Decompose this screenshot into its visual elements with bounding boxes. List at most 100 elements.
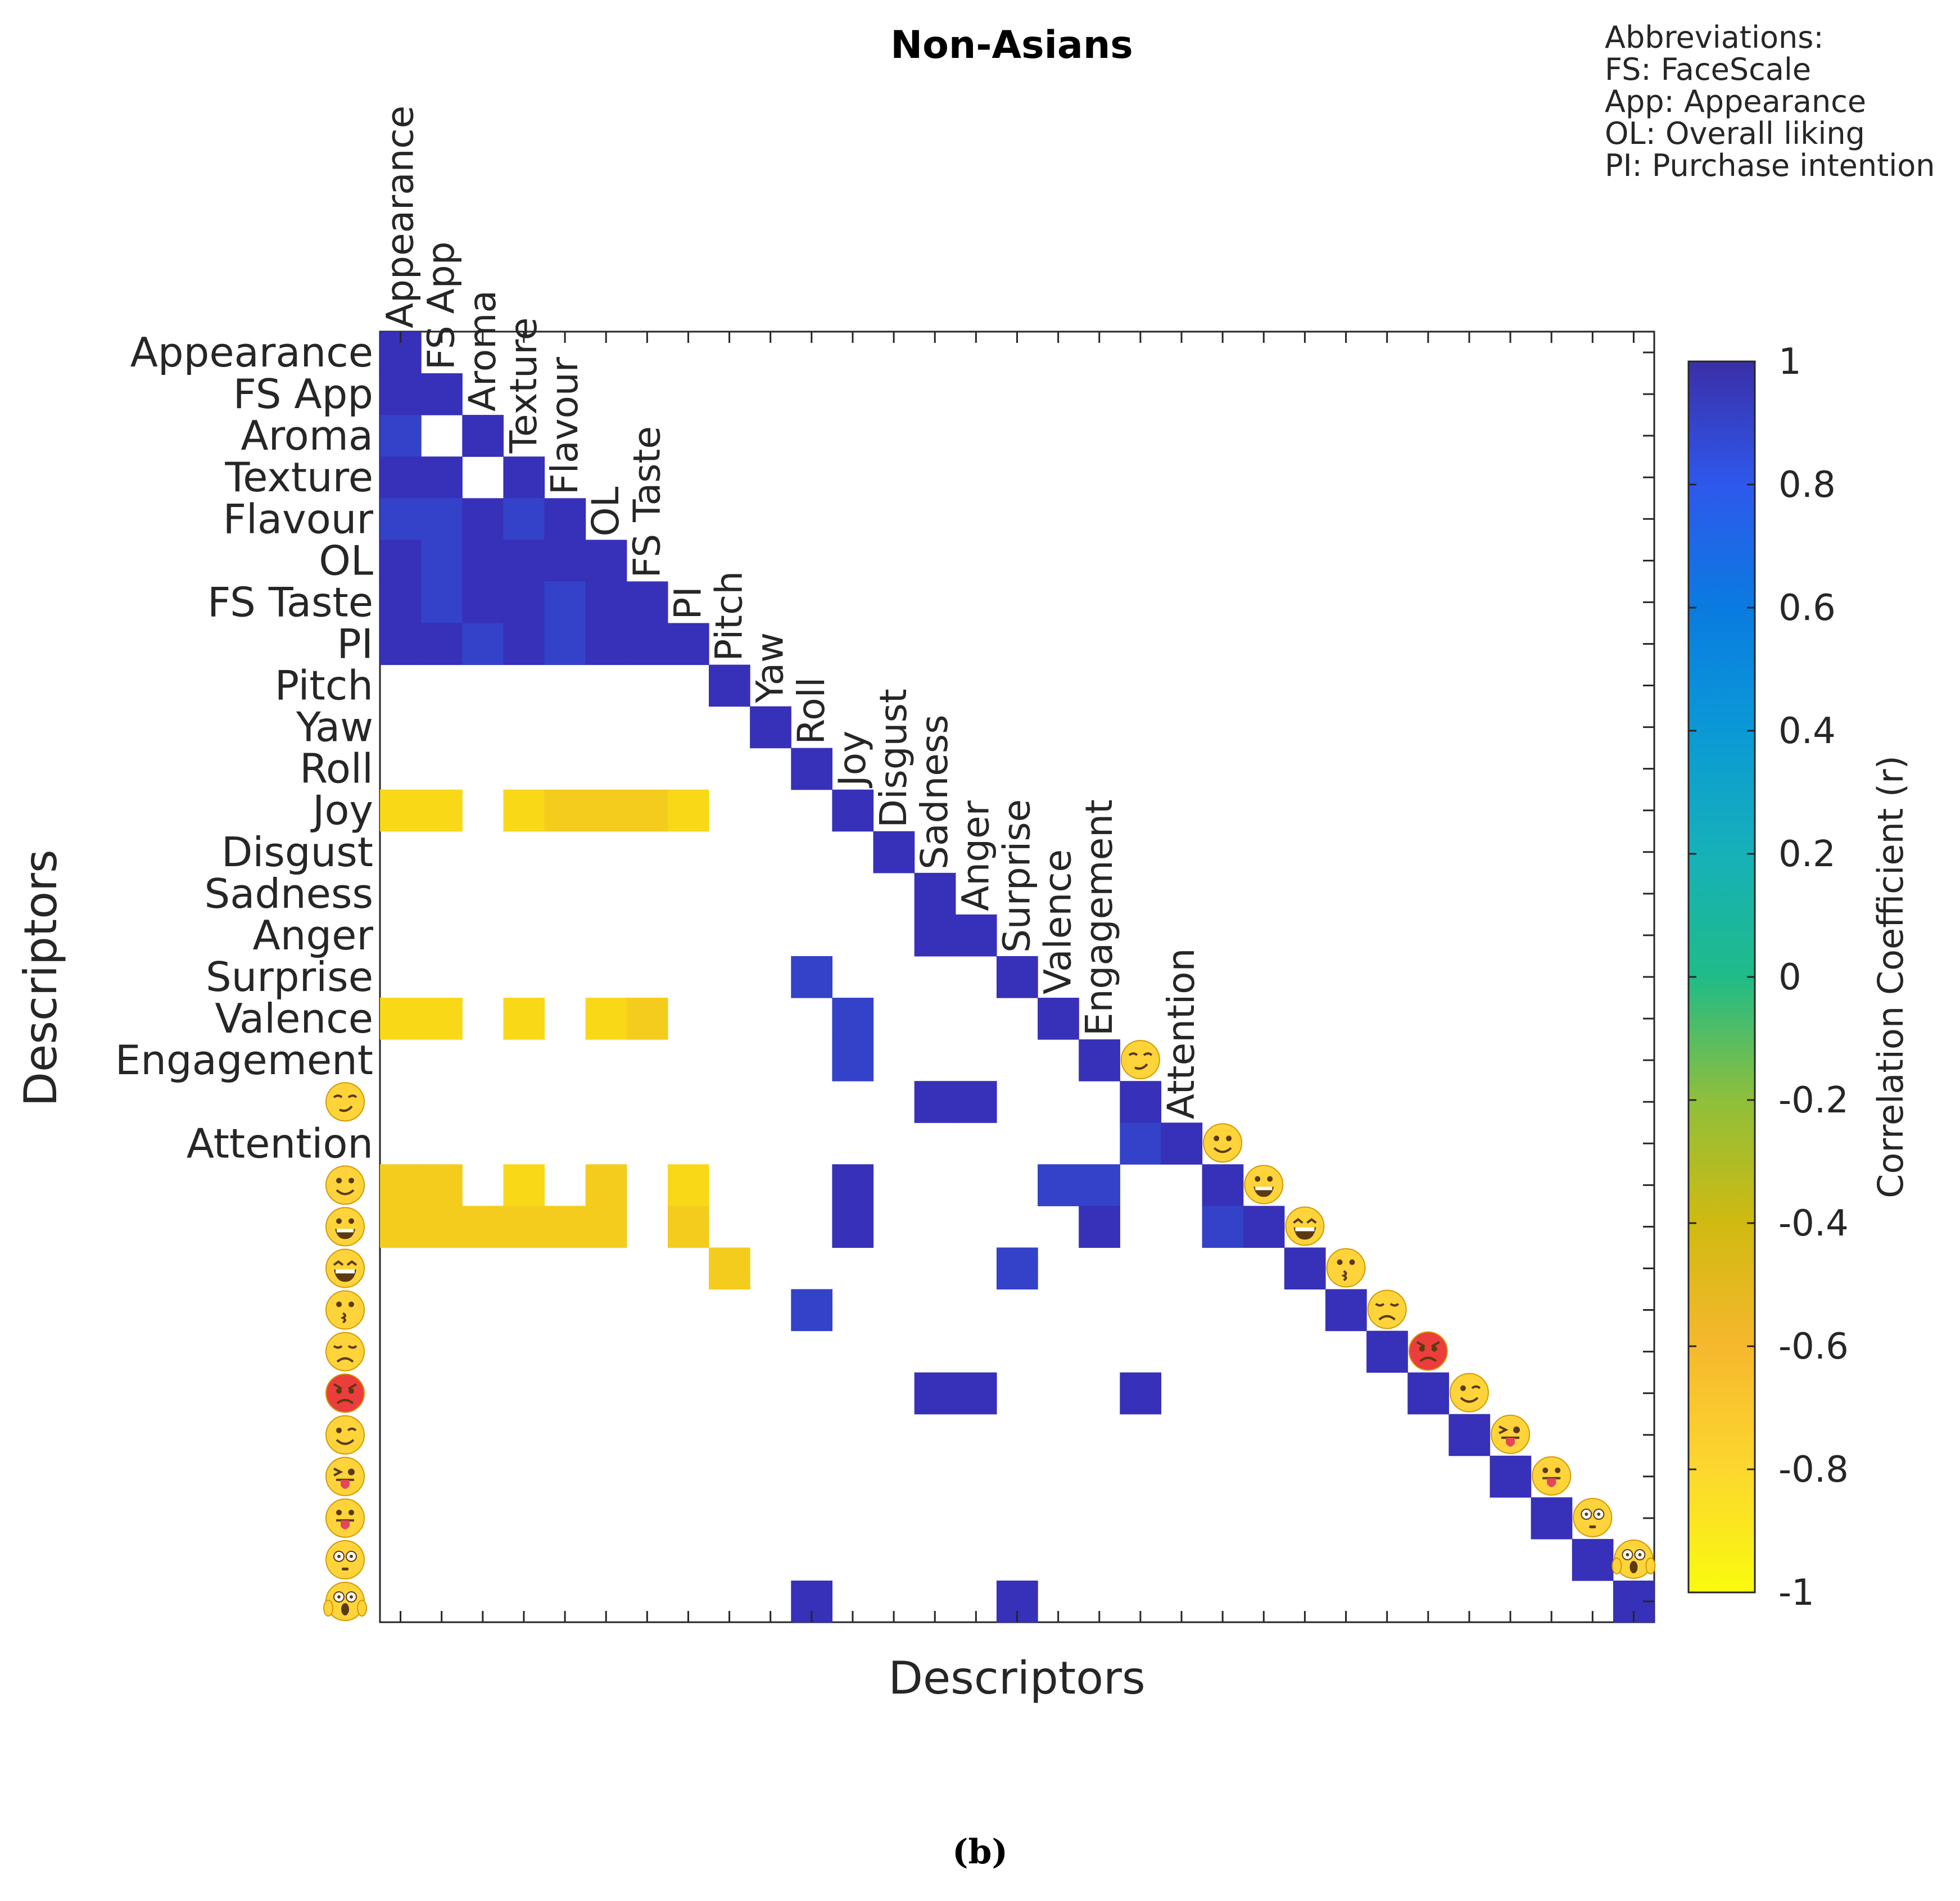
row-label: Yaw xyxy=(296,704,373,751)
heatmap-cell-positive xyxy=(380,623,422,666)
heatmap-cell-positive xyxy=(503,581,545,624)
heatmap-cell-positive xyxy=(462,623,504,666)
heatmap-cell-positive xyxy=(585,581,627,624)
heatmap-cell-negative xyxy=(667,789,709,832)
heatmap-cell-positive xyxy=(914,1081,956,1123)
colorbar-tick-label: 1 xyxy=(1778,341,1801,383)
heatmap-cell-positive xyxy=(791,748,833,790)
row-label: Anger xyxy=(253,912,374,959)
heatmap-cell-positive xyxy=(832,1164,874,1206)
heatmap-cell-positive xyxy=(1120,1372,1162,1415)
heatmap-cell-positive xyxy=(380,373,422,415)
heatmap-cell-positive xyxy=(1407,1372,1449,1415)
abbreviations-legend: Abbreviations: FS: FaceScale App: Appear… xyxy=(1605,21,1935,182)
abbreviation-item: FS: FaceScale xyxy=(1605,52,1812,87)
row-label: Sadness xyxy=(205,870,373,917)
heatmap-cell-negative xyxy=(585,789,627,832)
heatmap-cell-positive xyxy=(832,789,874,832)
heatmap-cell-positive xyxy=(421,623,463,666)
kiss-emoji-icon xyxy=(1326,1248,1366,1288)
heatmap-cell-negative xyxy=(380,1164,422,1206)
heatmap-cell-negative xyxy=(667,1206,709,1248)
heatmap-cell-positive xyxy=(1120,1081,1162,1123)
angry-emoji-icon xyxy=(325,1373,365,1413)
column-label: Appearance xyxy=(379,106,422,328)
column-label: Roll xyxy=(790,677,833,745)
colorbar-tick-label: 0.4 xyxy=(1778,710,1836,752)
heatmap-cell-positive xyxy=(1079,1206,1120,1248)
smirk-emoji-icon xyxy=(1120,1040,1160,1080)
heatmap-cell-negative xyxy=(421,998,463,1040)
heatmap-cell-positive xyxy=(421,540,463,582)
row-label: Attention xyxy=(187,1120,373,1167)
colorbar-tick-label: -0.6 xyxy=(1778,1326,1849,1368)
tongue-emoji-icon xyxy=(1532,1456,1572,1496)
row-label: Valence xyxy=(215,995,373,1042)
heatmap-cell-positive xyxy=(380,581,422,624)
heatmap-cell-positive xyxy=(832,1039,874,1081)
heatmap-cell-positive xyxy=(503,540,545,582)
heatmap-cell-positive xyxy=(503,623,545,666)
heatmap-cell-positive xyxy=(421,498,463,540)
flushed-emoji-icon xyxy=(1573,1497,1613,1537)
heatmap-cell-positive xyxy=(380,415,422,457)
heatmap-cell-positive xyxy=(832,1206,874,1248)
heatmap-cell-negative xyxy=(380,998,422,1040)
heatmap-cell-positive xyxy=(1366,1330,1408,1373)
laugh-emoji-icon xyxy=(1285,1206,1325,1246)
heatmap-cell-positive xyxy=(1202,1206,1244,1248)
figure-caption: (b) xyxy=(952,1832,1008,1872)
column-label: Anger xyxy=(954,800,997,911)
column-label: Texture xyxy=(502,318,545,454)
disappointed-emoji-icon xyxy=(1367,1289,1407,1329)
slight-smile-emoji-icon xyxy=(1203,1123,1243,1163)
column-label: OL xyxy=(584,486,627,536)
row-label: FS App xyxy=(233,370,373,418)
colorbar-tick-label: -1 xyxy=(1778,1572,1814,1614)
heatmap-cell-positive xyxy=(1572,1538,1614,1581)
heatmap-cell-positive xyxy=(873,831,915,873)
heatmap-cell-positive xyxy=(1120,1123,1162,1165)
row-label: Aroma xyxy=(241,412,373,459)
heatmap-cell-negative xyxy=(626,789,668,832)
column-label: Surprise xyxy=(995,799,1039,953)
heatmap-cell-positive xyxy=(791,956,833,998)
abbreviation-item: App: Appearance xyxy=(1605,84,1867,119)
column-label: Flavour xyxy=(543,356,586,495)
scream-emoji-icon xyxy=(323,1581,367,1621)
row-label: Appearance xyxy=(130,329,373,376)
heatmap-cell-negative xyxy=(421,789,463,832)
heatmap-cell-positive xyxy=(750,706,791,749)
slight-smile-emoji-icon xyxy=(325,1165,365,1205)
heatmap-cell-negative xyxy=(421,1164,463,1206)
heatmap-cell-negative xyxy=(544,1206,586,1248)
heatmap-cell-positive xyxy=(709,664,750,707)
colorbar-tick-label: -0.4 xyxy=(1778,1203,1849,1244)
heatmap-cell-negative xyxy=(544,789,586,832)
heatmap-cell-positive xyxy=(462,415,504,457)
heatmap-cell-negative xyxy=(585,998,627,1040)
heatmap-cell-positive xyxy=(380,456,422,499)
heatmap-cell-negative xyxy=(380,789,422,832)
heatmap-cell-positive xyxy=(955,1081,997,1123)
heatmap-cell-positive xyxy=(421,581,463,624)
row-label: Flavour xyxy=(223,495,374,542)
heatmap-cell-positive xyxy=(1531,1497,1573,1540)
heatmap-cell-negative xyxy=(585,1206,627,1248)
smirk-emoji-icon xyxy=(325,1082,365,1122)
heatmap-cell-positive xyxy=(955,914,997,957)
heatmap-cell-positive xyxy=(462,498,504,540)
heatmap-cell-positive xyxy=(462,540,504,582)
column-label: Engagement xyxy=(1078,799,1121,1036)
column-label: Yaw xyxy=(749,632,792,704)
colorbar-tick-label: 0.6 xyxy=(1778,587,1836,629)
heatmap-cell-positive xyxy=(380,540,422,582)
column-label: Pitch xyxy=(708,571,751,662)
angry-emoji-icon xyxy=(1408,1331,1448,1371)
abbreviation-item: OL: Overall liking xyxy=(1605,116,1865,151)
abbreviations-heading: Abbreviations: xyxy=(1605,20,1824,55)
heatmap-cell-positive xyxy=(1202,1164,1244,1206)
heatmap-cell-positive xyxy=(1038,998,1079,1040)
row-label: Engagement xyxy=(115,1037,373,1084)
heatmap-cell-positive xyxy=(955,1372,997,1415)
